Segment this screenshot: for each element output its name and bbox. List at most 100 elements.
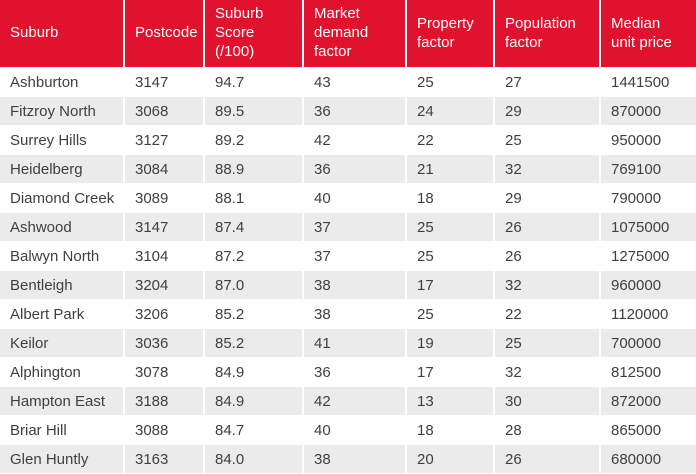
cell-suburb: Alphington	[0, 357, 124, 387]
cell-suburb-score: 88.1	[203, 183, 303, 213]
cell-median-unit-price: 950000	[599, 125, 696, 155]
cell-suburb-score: 84.9	[203, 357, 303, 387]
cell-median-unit-price: 700000	[599, 328, 696, 358]
cell-suburb: Briar Hill	[0, 415, 124, 445]
cell-property-factor: 25	[405, 67, 494, 97]
cell-suburb-score: 88.9	[203, 154, 303, 184]
cell-median-unit-price: 960000	[599, 270, 696, 300]
cell-suburb-score: 94.7	[203, 67, 303, 97]
cell-suburb-score: 87.2	[203, 241, 303, 271]
cell-property-factor: 25	[405, 299, 494, 329]
cell-suburb: Hampton East	[0, 386, 124, 416]
cell-suburb-score: 84.7	[203, 415, 303, 445]
cell-property-factor: 20	[405, 444, 494, 474]
cell-median-unit-price: 680000	[599, 444, 696, 474]
cell-median-unit-price: 865000	[599, 415, 696, 445]
cell-property-factor: 19	[405, 328, 494, 358]
cell-market-demand-factor: 38	[302, 444, 406, 474]
cell-median-unit-price: 872000	[599, 386, 696, 416]
table-row: Alphington 3078 84.9 36 17 32 812500	[0, 357, 696, 387]
cell-population-factor: 30	[493, 386, 600, 416]
cell-suburb: Balwyn North	[0, 241, 124, 271]
cell-property-factor: 25	[405, 212, 494, 242]
cell-median-unit-price: 1275000	[599, 241, 696, 271]
cell-market-demand-factor: 38	[302, 270, 406, 300]
cell-suburb: Ashwood	[0, 212, 124, 242]
table-row: Heidelberg 3084 88.9 36 21 32 769100	[0, 154, 696, 184]
table-row: Ashwood 3147 87.4 37 25 26 1075000	[0, 212, 696, 242]
table-row: Balwyn North 3104 87.2 37 25 26 1275000	[0, 241, 696, 271]
cell-postcode: 3078	[123, 357, 204, 387]
cell-market-demand-factor: 37	[302, 241, 406, 271]
cell-suburb: Bentleigh	[0, 270, 124, 300]
column-header-suburb: Suburb	[0, 0, 124, 68]
cell-suburb-score: 85.2	[203, 299, 303, 329]
cell-suburb-score: 84.0	[203, 444, 303, 474]
column-header-postcode: Postcode	[123, 0, 204, 68]
cell-property-factor: 17	[405, 270, 494, 300]
cell-postcode: 3104	[123, 241, 204, 271]
cell-property-factor: 13	[405, 386, 494, 416]
cell-median-unit-price: 1120000	[599, 299, 696, 329]
cell-population-factor: 25	[493, 125, 600, 155]
cell-median-unit-price: 769100	[599, 154, 696, 184]
cell-suburb: Surrey Hills	[0, 125, 124, 155]
cell-population-factor: 27	[493, 67, 600, 97]
cell-suburb-score: 89.5	[203, 96, 303, 126]
cell-suburb: Heidelberg	[0, 154, 124, 184]
cell-property-factor: 18	[405, 415, 494, 445]
cell-suburb: Keilor	[0, 328, 124, 358]
cell-population-factor: 26	[493, 212, 600, 242]
cell-suburb: Fitzroy North	[0, 96, 124, 126]
cell-postcode: 3068	[123, 96, 204, 126]
cell-suburb-score: 87.4	[203, 212, 303, 242]
cell-market-demand-factor: 42	[302, 125, 406, 155]
cell-median-unit-price: 812500	[599, 357, 696, 387]
cell-population-factor: 29	[493, 183, 600, 213]
cell-market-demand-factor: 36	[302, 154, 406, 184]
cell-market-demand-factor: 36	[302, 357, 406, 387]
cell-population-factor: 29	[493, 96, 600, 126]
cell-population-factor: 26	[493, 241, 600, 271]
cell-postcode: 3036	[123, 328, 204, 358]
cell-population-factor: 26	[493, 444, 600, 474]
cell-postcode: 3206	[123, 299, 204, 329]
cell-market-demand-factor: 40	[302, 183, 406, 213]
cell-postcode: 3204	[123, 270, 204, 300]
table-row: Diamond Creek 3089 88.1 40 18 29 790000	[0, 183, 696, 213]
table-row: Albert Park 3206 85.2 38 25 22 1120000	[0, 299, 696, 329]
table-row: Glen Huntly 3163 84.0 38 20 26 680000	[0, 444, 696, 474]
cell-median-unit-price: 1441500	[599, 67, 696, 97]
cell-postcode: 3084	[123, 154, 204, 184]
cell-market-demand-factor: 36	[302, 96, 406, 126]
column-header-median-unit-price: Median unit price	[599, 0, 696, 68]
table-body: Ashburton 3147 94.7 43 25 27 1441500 Fitzroy No…	[0, 67, 696, 474]
table-row: Ashburton 3147 94.7 43 25 27 1441500	[0, 67, 696, 97]
cell-population-factor: 32	[493, 357, 600, 387]
cell-market-demand-factor: 40	[302, 415, 406, 445]
table-row: Hampton East 3188 84.9 42 13 30 872000	[0, 386, 696, 416]
cell-property-factor: 22	[405, 125, 494, 155]
cell-market-demand-factor: 38	[302, 299, 406, 329]
cell-population-factor: 28	[493, 415, 600, 445]
cell-population-factor: 32	[493, 270, 600, 300]
cell-property-factor: 21	[405, 154, 494, 184]
cell-suburb-score: 89.2	[203, 125, 303, 155]
cell-property-factor: 18	[405, 183, 494, 213]
cell-market-demand-factor: 43	[302, 67, 406, 97]
cell-postcode: 3147	[123, 67, 204, 97]
cell-population-factor: 25	[493, 328, 600, 358]
table-row: Fitzroy North 3068 89.5 36 24 29 870000	[0, 96, 696, 126]
cell-suburb: Ashburton	[0, 67, 124, 97]
cell-market-demand-factor: 41	[302, 328, 406, 358]
cell-postcode: 3088	[123, 415, 204, 445]
cell-property-factor: 25	[405, 241, 494, 271]
cell-postcode: 3188	[123, 386, 204, 416]
cell-postcode: 3163	[123, 444, 204, 474]
header-row: Suburb Postcode Suburb Score (/100) Mark…	[0, 0, 696, 68]
table-header: Suburb Postcode Suburb Score (/100) Mark…	[0, 0, 696, 68]
cell-median-unit-price: 790000	[599, 183, 696, 213]
cell-suburb-score: 84.9	[203, 386, 303, 416]
